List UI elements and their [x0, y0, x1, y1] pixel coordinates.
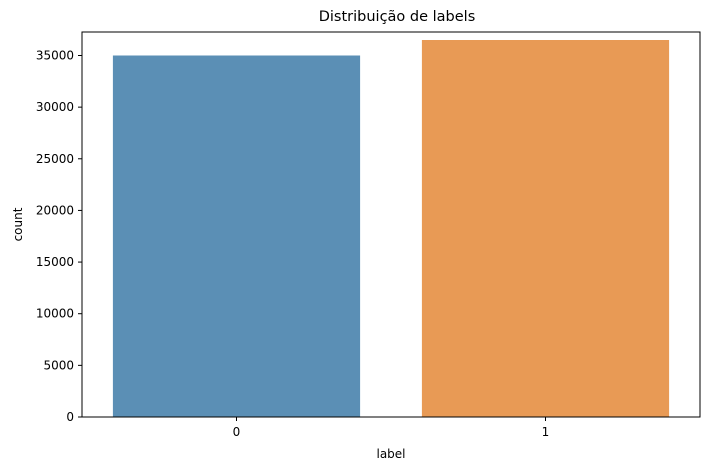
y-tick-label: 30000	[36, 100, 74, 114]
y-axis-ticks: 0 5000 10000 15000 20000 25000 30000 35000	[36, 48, 82, 424]
x-tick-label: 1	[542, 425, 550, 439]
y-tick-label: 0	[66, 410, 74, 424]
y-tick-label: 10000	[36, 307, 74, 321]
y-tick-label: 20000	[36, 203, 74, 217]
plot-frame	[81, 31, 701, 418]
bars-layer	[112, 40, 670, 418]
y-tick-label: 15000	[36, 255, 74, 269]
y-tick-label: 5000	[43, 358, 74, 372]
y-tick-label: 25000	[36, 152, 74, 166]
x-axis-label: label	[376, 447, 405, 461]
y-axis-label: count	[11, 207, 25, 241]
bar-1	[421, 40, 670, 417]
y-tick-label: 35000	[36, 48, 74, 62]
bar-0	[112, 55, 361, 418]
chart-title: Distribuição de labels	[319, 9, 476, 25]
x-tick-label: 0	[233, 425, 241, 439]
